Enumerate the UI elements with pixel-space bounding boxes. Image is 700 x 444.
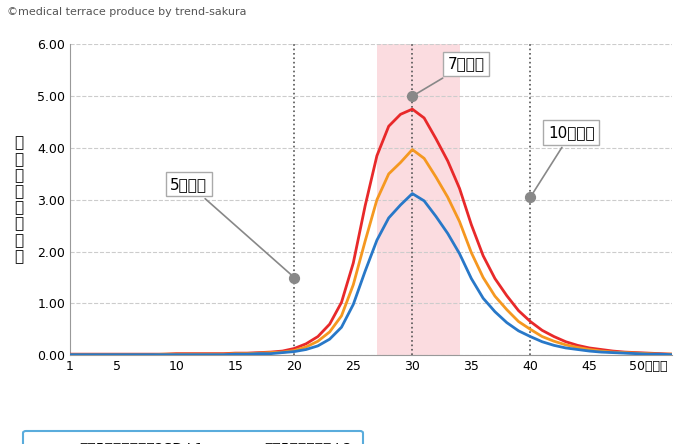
Point [525, 194, 536, 201]
Point [288, 274, 300, 281]
Text: 10月下旬: 10月下旬 [532, 125, 595, 195]
Text: 定
点
当
た
り
報
告
数: 定 点 当 た り 報 告 数 [14, 135, 23, 264]
Legend: 過去5年間の平均＋2SD※1, 過去5年間の平均＋1SD※1, 過去5年間の平均※2: 過去5年間の平均＋2SD※1, 過去5年間の平均＋1SD※1, 過去5年間の平均… [23, 431, 363, 444]
Bar [377, 44, 459, 355]
Point [407, 93, 418, 100]
Text: ©medical terrace produce by trend-sakura: ©medical terrace produce by trend-sakura [7, 7, 246, 17]
Text: 5月下旬: 5月下旬 [170, 177, 292, 276]
Text: 7月下旬: 7月下旬 [414, 56, 484, 95]
